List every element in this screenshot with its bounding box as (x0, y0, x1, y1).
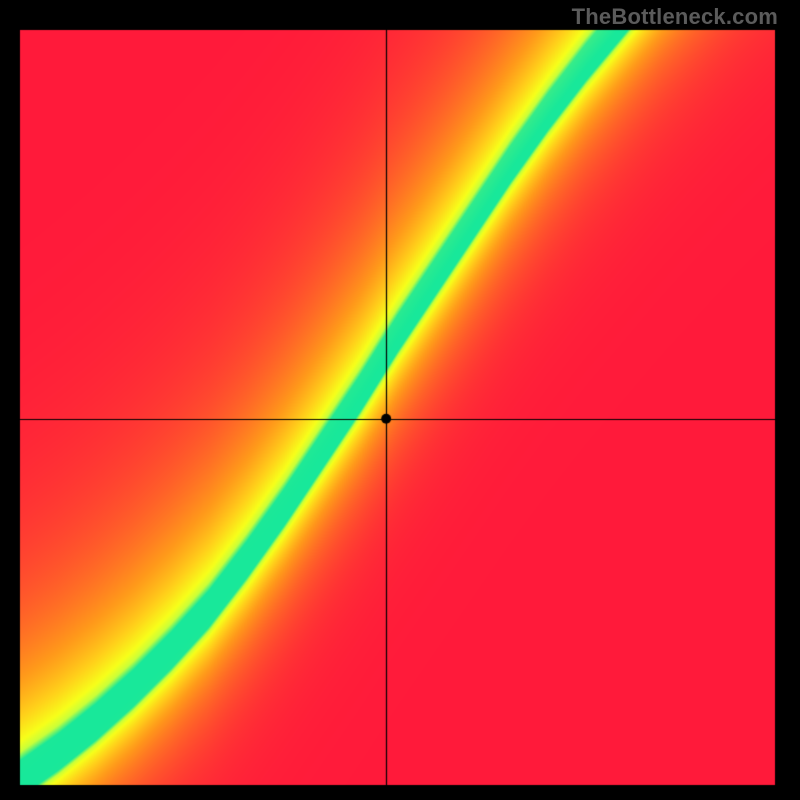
watermark-text: TheBottleneck.com (572, 4, 778, 30)
bottleneck-heatmap (0, 0, 800, 800)
